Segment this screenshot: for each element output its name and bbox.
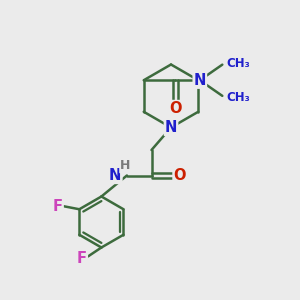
Text: H: H [120, 159, 130, 172]
Text: N: N [165, 120, 177, 135]
Text: O: O [173, 168, 186, 183]
Text: F: F [77, 251, 87, 266]
Text: F: F [53, 199, 63, 214]
Text: CH₃: CH₃ [227, 91, 250, 104]
Text: O: O [169, 101, 182, 116]
Text: N: N [194, 73, 206, 88]
Text: N: N [109, 168, 122, 183]
Text: CH₃: CH₃ [227, 57, 250, 70]
